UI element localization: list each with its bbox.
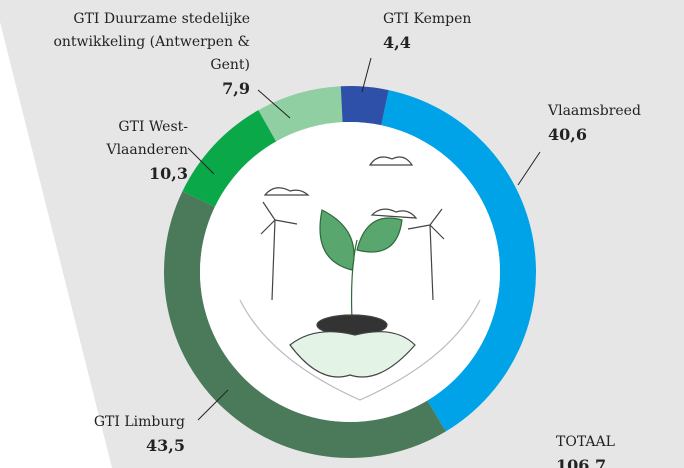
value-label: 4,4 [383,33,411,52]
inner-circle [200,122,500,422]
leader-lines [187,57,541,421]
donut-slice [182,110,277,207]
total-label: TOTAAL 106,7 [556,431,615,468]
total-title: TOTAAL [556,434,615,450]
value-label: 43,5 [146,436,185,455]
value-label: 10,3 [149,164,188,183]
slice-label: GTI Kempen 4,4 [383,8,471,54]
value-label: 40,6 [548,125,587,144]
slice-label: GTI Duurzame stedelijke ontwikkeling (An… [50,8,250,100]
slice-label: GTI West-Vlaanderen 10,3 [53,116,188,185]
slice-label: Vlaamsbreed 40,6 [548,100,641,146]
category-label: GTI Kempen [383,11,472,27]
value-label: 7,9 [222,79,250,98]
donut-slice [258,86,343,142]
donut-slice [163,191,446,459]
illustration [239,156,481,401]
slice-label: GTI Limburg 43,5 [94,411,185,457]
category-label: GTI Limburg [93,414,185,430]
total-value: 106,7 [556,456,607,468]
category-label: GTI Duurzame stedelijke ontwikkeling (An… [53,11,250,73]
category-label: Vlaamsbreed [548,103,641,119]
donut-slice [340,86,389,126]
donut-slice [381,90,537,432]
category-label: GTI West-Vlaanderen [106,119,188,158]
